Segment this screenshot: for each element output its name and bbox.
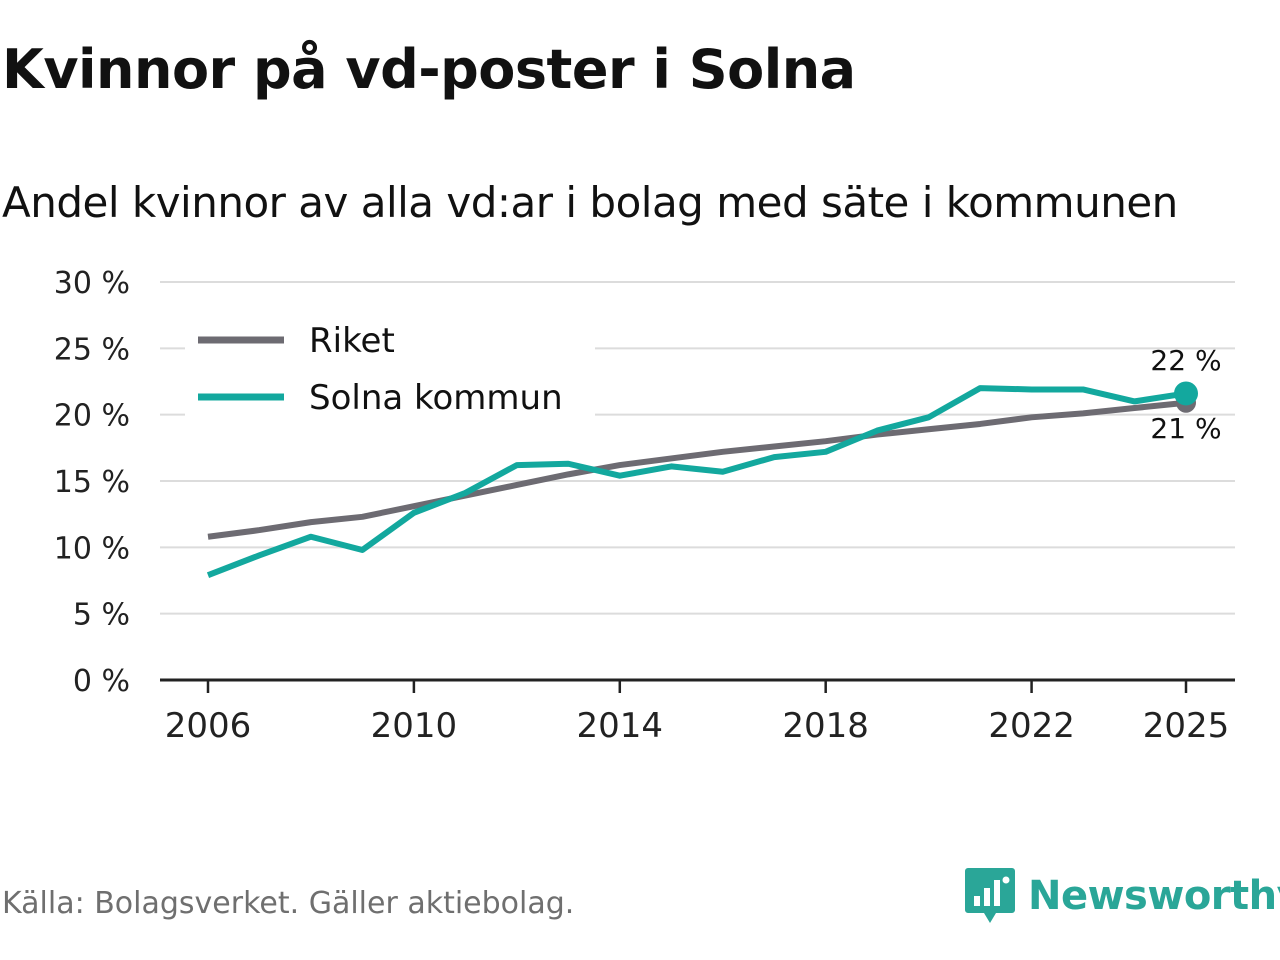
- series-line-riket: [207, 399, 1187, 540]
- series-lines: [206, 381, 1198, 578]
- x-tick-label: 2014: [577, 706, 664, 746]
- x-tick-label: 2025: [1143, 706, 1230, 746]
- x-axis: 2006 2010 2014 2018 2022 2025: [160, 678, 1235, 746]
- legend-label-riket: Riket: [309, 321, 395, 361]
- y-tick-label: 30 %: [54, 266, 130, 301]
- newsworthy-logo: Newsworthy: [964, 866, 1280, 926]
- x-tick-label: 2022: [988, 706, 1075, 746]
- y-tick-label: 0 %: [73, 664, 130, 699]
- newsworthy-logo-icon: [965, 868, 1015, 923]
- end-point-solna: [1174, 381, 1198, 406]
- legend-label-solna: Solna kommun: [309, 378, 563, 418]
- brand-name: Newsworthy: [1028, 873, 1280, 919]
- end-label-solna: 22 %: [1150, 344, 1221, 377]
- x-tick-label: 2010: [371, 706, 458, 746]
- source-note: Källa: Bolagsverket. Gäller aktiebolag.: [2, 886, 575, 921]
- series-line-solna: [206, 385, 1187, 578]
- y-tick-label: 5 %: [73, 598, 130, 633]
- legend: Riket Solna kommun: [185, 306, 595, 418]
- x-tick-label: 2018: [782, 706, 869, 746]
- end-label-riket: 21 %: [1150, 412, 1221, 445]
- y-axis: 0 % 5 % 10 % 15 % 20 % 25 % 30 %: [54, 266, 130, 699]
- end-labels: 22 % 21 %: [1150, 344, 1221, 445]
- chart-title: Kvinnor på vd-poster i Solna: [2, 38, 856, 101]
- chart-subtitle: Andel kvinnor av alla vd:ar i bolag med …: [2, 178, 1178, 227]
- y-tick-label: 25 %: [54, 332, 130, 367]
- y-tick-label: 10 %: [54, 531, 130, 566]
- y-tick-label: 20 %: [54, 399, 130, 434]
- y-tick-label: 15 %: [54, 465, 130, 500]
- line-chart: 0 %5 %10 %15 %20 %25 %30 % 2006 2010 2014 2…: [54, 266, 1235, 746]
- x-tick-label: 2006: [165, 706, 252, 746]
